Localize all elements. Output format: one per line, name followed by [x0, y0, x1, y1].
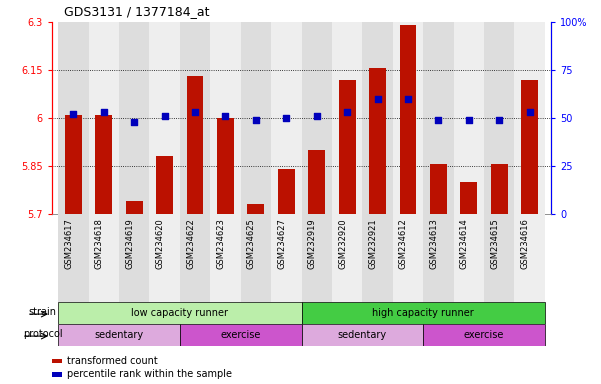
Text: protocol: protocol	[23, 329, 63, 339]
Bar	[119, 214, 150, 302]
Text: GSM232920: GSM232920	[338, 218, 347, 269]
Point	[99, 109, 109, 115]
Text: GDS3131 / 1377184_at: GDS3131 / 1377184_at	[64, 5, 210, 18]
Text: sedentary: sedentary	[338, 330, 387, 340]
Bar	[302, 214, 332, 302]
Bar	[332, 214, 362, 302]
Bar	[454, 214, 484, 302]
Bar	[58, 22, 88, 214]
Bar	[150, 22, 180, 214]
Bar	[339, 79, 356, 214]
Bar	[150, 214, 180, 302]
Text: GSM234616: GSM234616	[520, 218, 529, 269]
Bar	[423, 214, 454, 302]
Text: GSM234627: GSM234627	[277, 218, 286, 269]
Text: GSM234613: GSM234613	[430, 218, 438, 269]
Bar	[514, 22, 545, 214]
Bar	[484, 22, 514, 214]
Text: percentile rank within the sample: percentile rank within the sample	[67, 369, 232, 379]
Bar	[302, 302, 545, 324]
Text: GSM232919: GSM232919	[308, 218, 317, 269]
Text: GSM234620: GSM234620	[156, 218, 165, 269]
Point	[160, 113, 169, 119]
Point	[251, 117, 261, 123]
Bar	[484, 214, 514, 302]
Bar	[210, 22, 240, 214]
Text: transformed count: transformed count	[67, 356, 157, 366]
Point	[373, 96, 382, 102]
Bar	[332, 22, 362, 214]
Point	[433, 117, 443, 123]
Bar	[454, 22, 484, 214]
Bar	[240, 214, 271, 302]
Bar	[88, 214, 119, 302]
Bar	[126, 201, 142, 214]
Bar	[423, 22, 454, 214]
Text: sedentary: sedentary	[94, 330, 144, 340]
Bar	[302, 324, 423, 346]
Point	[281, 115, 291, 121]
Text: GSM234622: GSM234622	[186, 218, 195, 269]
Bar	[217, 118, 234, 214]
Text: exercise: exercise	[464, 330, 504, 340]
Text: GSM234623: GSM234623	[216, 218, 225, 269]
Bar	[393, 214, 423, 302]
Bar	[187, 76, 203, 214]
Point	[190, 109, 200, 115]
Point	[495, 117, 504, 123]
Bar	[58, 214, 88, 302]
Bar	[423, 324, 545, 346]
Bar	[65, 115, 82, 214]
Text: GSM234625: GSM234625	[247, 218, 256, 269]
Point	[343, 109, 352, 115]
Point	[69, 111, 78, 117]
Bar	[369, 68, 386, 214]
Bar	[308, 150, 325, 214]
Bar	[362, 22, 393, 214]
Text: strain: strain	[29, 307, 56, 317]
Text: GSM234614: GSM234614	[460, 218, 469, 269]
Text: GSM234617: GSM234617	[64, 218, 73, 269]
Text: GSM234618: GSM234618	[95, 218, 104, 269]
Bar	[180, 22, 210, 214]
Bar	[180, 214, 210, 302]
Bar	[96, 115, 112, 214]
Text: GSM234615: GSM234615	[490, 218, 499, 269]
Point	[525, 109, 534, 115]
Point	[221, 113, 230, 119]
Text: GSM232921: GSM232921	[368, 218, 377, 269]
Text: exercise: exercise	[221, 330, 261, 340]
Point	[312, 113, 322, 119]
Point	[464, 117, 474, 123]
Bar	[271, 214, 302, 302]
Bar	[271, 22, 302, 214]
Text: GSM234612: GSM234612	[399, 218, 408, 269]
Bar	[514, 214, 545, 302]
Bar	[521, 79, 538, 214]
Bar	[156, 156, 173, 214]
Bar	[393, 22, 423, 214]
Bar	[58, 324, 180, 346]
Bar	[400, 25, 416, 214]
Text: high capacity runner: high capacity runner	[373, 308, 474, 318]
Bar	[248, 204, 264, 214]
Bar	[278, 169, 294, 214]
Point	[403, 96, 413, 102]
Bar	[362, 214, 393, 302]
Point	[129, 119, 139, 125]
Bar	[52, 372, 63, 377]
Bar	[180, 324, 302, 346]
Bar	[430, 164, 447, 214]
Bar	[302, 22, 332, 214]
Bar	[88, 22, 119, 214]
Bar	[58, 302, 302, 324]
Bar	[491, 164, 508, 214]
Bar	[210, 214, 240, 302]
Bar	[240, 22, 271, 214]
Bar	[52, 359, 63, 364]
Bar	[460, 182, 477, 214]
Text: GSM234619: GSM234619	[125, 218, 134, 269]
Bar	[119, 22, 150, 214]
Text: low capacity runner: low capacity runner	[131, 308, 228, 318]
